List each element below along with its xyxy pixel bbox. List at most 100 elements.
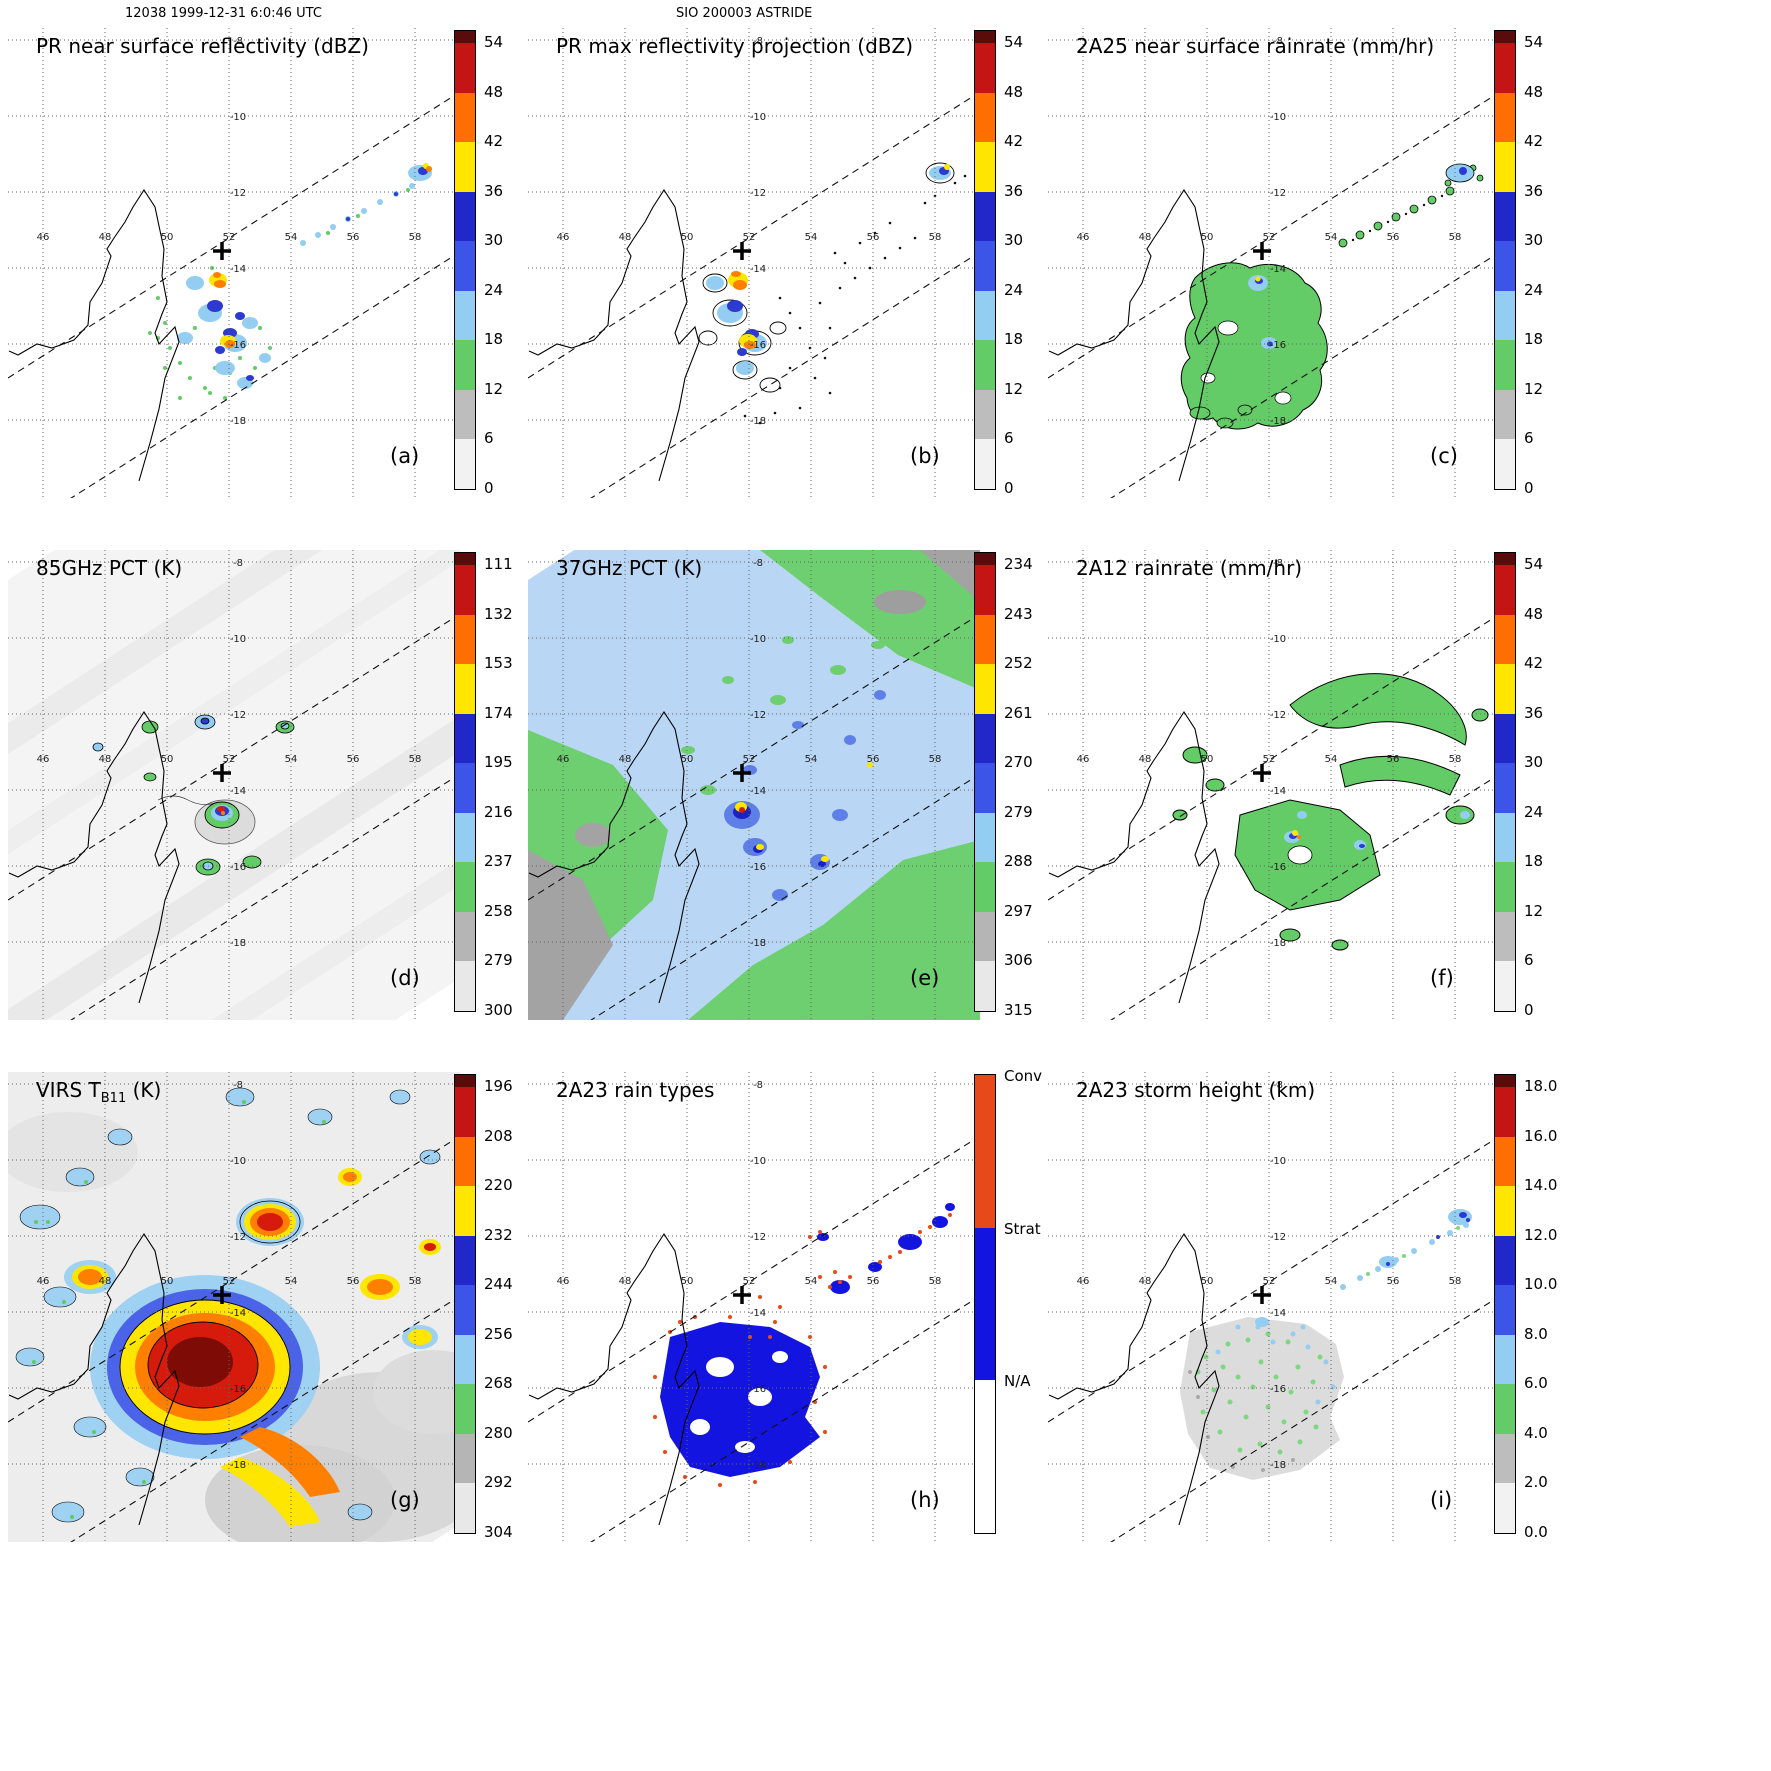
panel-letter: (g) [390,1488,420,1512]
storm-center-marker [211,240,233,262]
svg-text:-12: -12 [1270,1232,1286,1243]
tmi-swath-background [8,550,460,1020]
svg-text:-14: -14 [750,786,766,797]
svg-text:-14: -14 [230,1308,246,1319]
panel-title: 85GHz PCT (K) [36,556,183,580]
rainrate-2a12-field [1172,673,1489,951]
svg-text:54: 54 [1325,1276,1338,1287]
panel-title: 2A12 rainrate (mm/hr) [1076,556,1303,580]
svg-text:52: 52 [743,754,756,765]
panel-g: VIRS TB11 (K) [8,1072,570,1594]
svg-text:46: 46 [1077,754,1090,765]
svg-text:54: 54 [1325,754,1338,765]
panel-f: 2A12 rainrate (mm/hr) 46 48 50 52 54 56 58 -8 -1… [1048,550,1610,1072]
svg-text:-16: -16 [1270,340,1286,351]
panel-title: PR near surface reflectivity (dBZ) [36,34,369,58]
svg-text:-16: -16 [1270,862,1286,873]
svg-text:-18: -18 [750,416,766,427]
svg-text:-8: -8 [1273,36,1283,47]
map-37ghz-pct: 46 48 50 52 54 56 58 -8 -10 -12 -14 -16 -18 [528,550,980,1020]
svg-text:50: 50 [681,232,694,243]
svg-text:48: 48 [99,232,112,243]
svg-text:-14: -14 [230,786,246,797]
map-2a12-rainrate: 46 48 50 52 54 56 58 -8 -10 -12 -14 -16 -18 [1048,550,1500,1020]
svg-text:56: 56 [347,1276,360,1287]
colorbar-pct: 111 132 153 174 195 216 237 258 279 300 [454,552,566,1019]
svg-text:48: 48 [99,754,112,765]
colorbar-pct: 234 243 252 261 270 279 288 297 306 315 [974,552,1086,1019]
colorbar-rainrate: 54 48 42 36 30 24 18 12 6 0 [1494,552,1606,1019]
svg-text:-10: -10 [1270,1156,1286,1167]
svg-text:52: 52 [1263,754,1276,765]
panel-d: 85GHz PCT (K) 46 48 5 [8,550,570,1072]
svg-text:-18: -18 [230,1460,246,1471]
svg-text:-14: -14 [1270,786,1286,797]
svg-text:52: 52 [743,232,756,243]
panel-title: PR max reflectivity projection (dBZ) [556,34,914,58]
svg-text:-8: -8 [753,36,763,47]
svg-text:-12: -12 [230,710,246,721]
svg-text:-8: -8 [1273,1080,1283,1091]
svg-text:-18: -18 [1270,938,1286,949]
colorbar-reflectivity: 54 48 42 36 30 24 18 12 6 0 [974,30,1086,497]
panel-title: 2A23 storm height (km) [1076,1078,1316,1102]
graticule-labels: 46 48 50 52 54 56 58 -8 -10 -12 -14 -16 -18 [1077,1080,1462,1471]
svg-text:-8: -8 [233,558,243,569]
svg-text:54: 54 [285,754,298,765]
graticule-labels: 46 48 50 52 54 56 58 -8 -10 -12 -14 -16 -18 [37,558,422,949]
colorbar-rain-types: Conv Strat N/A [974,1067,1086,1540]
panel-letter: (e) [910,966,940,990]
map-2a25-rainrate: 46 48 50 52 54 56 58 -8 -10 -12 -14 -16 -18 [1048,28,1500,498]
svg-text:-14: -14 [750,264,766,275]
svg-text:48: 48 [1139,232,1152,243]
svg-text:-14: -14 [750,1308,766,1319]
svg-text:-8: -8 [753,1080,763,1091]
svg-text:-16: -16 [1270,1384,1286,1395]
svg-text:58: 58 [929,1276,942,1287]
panel-a: PR near surface reflectivity (dBZ) 46 48 5… [8,28,570,550]
svg-text:50: 50 [1201,232,1214,243]
svg-text:48: 48 [619,754,632,765]
svg-text:-16: -16 [750,340,766,351]
svg-text:-10: -10 [750,1156,766,1167]
svg-text:54: 54 [805,754,818,765]
svg-text:46: 46 [557,232,570,243]
svg-text:-16: -16 [230,340,246,351]
svg-text:-10: -10 [230,634,246,645]
svg-text:48: 48 [99,1276,112,1287]
panel-title: 2A25 near surface rainrate (mm/hr) [1076,34,1435,58]
svg-text:56: 56 [1387,1276,1400,1287]
svg-text:-8: -8 [233,1080,243,1091]
svg-text:50: 50 [161,754,174,765]
svg-text:52: 52 [223,1276,236,1287]
svg-text:-16: -16 [230,1384,246,1395]
svg-text:56: 56 [1387,754,1400,765]
svg-text:-18: -18 [750,1460,766,1471]
svg-text:58: 58 [929,232,942,243]
svg-text:56: 56 [347,754,360,765]
svg-text:-12: -12 [750,710,766,721]
colorbar-tb11: 196 208 220 232 244 256 268 280 292 304 [454,1074,566,1541]
svg-text:-16: -16 [750,862,766,873]
colorbar-reflectivity: 54 48 42 36 30 24 18 12 6 0 [454,30,566,497]
svg-text:52: 52 [1263,232,1276,243]
graticule-labels: 46 48 50 52 54 56 58 -8 -10 -12 -14 -16 -18 [557,558,942,949]
svg-text:-8: -8 [1273,558,1283,569]
svg-text:56: 56 [867,1276,880,1287]
map-pr-maxproj: 46 48 50 52 54 56 58 -8 -10 -12 -14 -16 -18 [528,28,980,498]
svg-text:50: 50 [681,1276,694,1287]
svg-text:56: 56 [347,232,360,243]
svg-text:52: 52 [223,754,236,765]
svg-text:-18: -18 [230,938,246,949]
panel-e: 37GHz PCT (K) 46 48 50 52 54 56 58 -8 -10 -12 -14 [528,550,1090,1072]
svg-text:-14: -14 [230,264,246,275]
graticule-labels: 46 48 50 52 54 56 58 -8 -10 -12 -14 -16 -18 [37,1080,422,1471]
colorbar-rainrate: 54 48 42 36 30 24 18 12 6 0 [1494,30,1606,497]
graticule-labels: 46 48 50 52 54 56 58 -8 -10 -12 -14 -16 -18 [1077,36,1462,427]
graticule-labels: 46 48 50 52 54 56 58 -8 -10 -12 -14 -16 -18 [557,36,942,427]
svg-text:52: 52 [1263,1276,1276,1287]
map-virs-tb11: 46 48 50 52 54 56 58 -8 -10 -12 -14 -16 -18 [8,1072,460,1542]
svg-text:54: 54 [1325,232,1338,243]
svg-text:56: 56 [1387,232,1400,243]
svg-text:-14: -14 [1270,1308,1286,1319]
